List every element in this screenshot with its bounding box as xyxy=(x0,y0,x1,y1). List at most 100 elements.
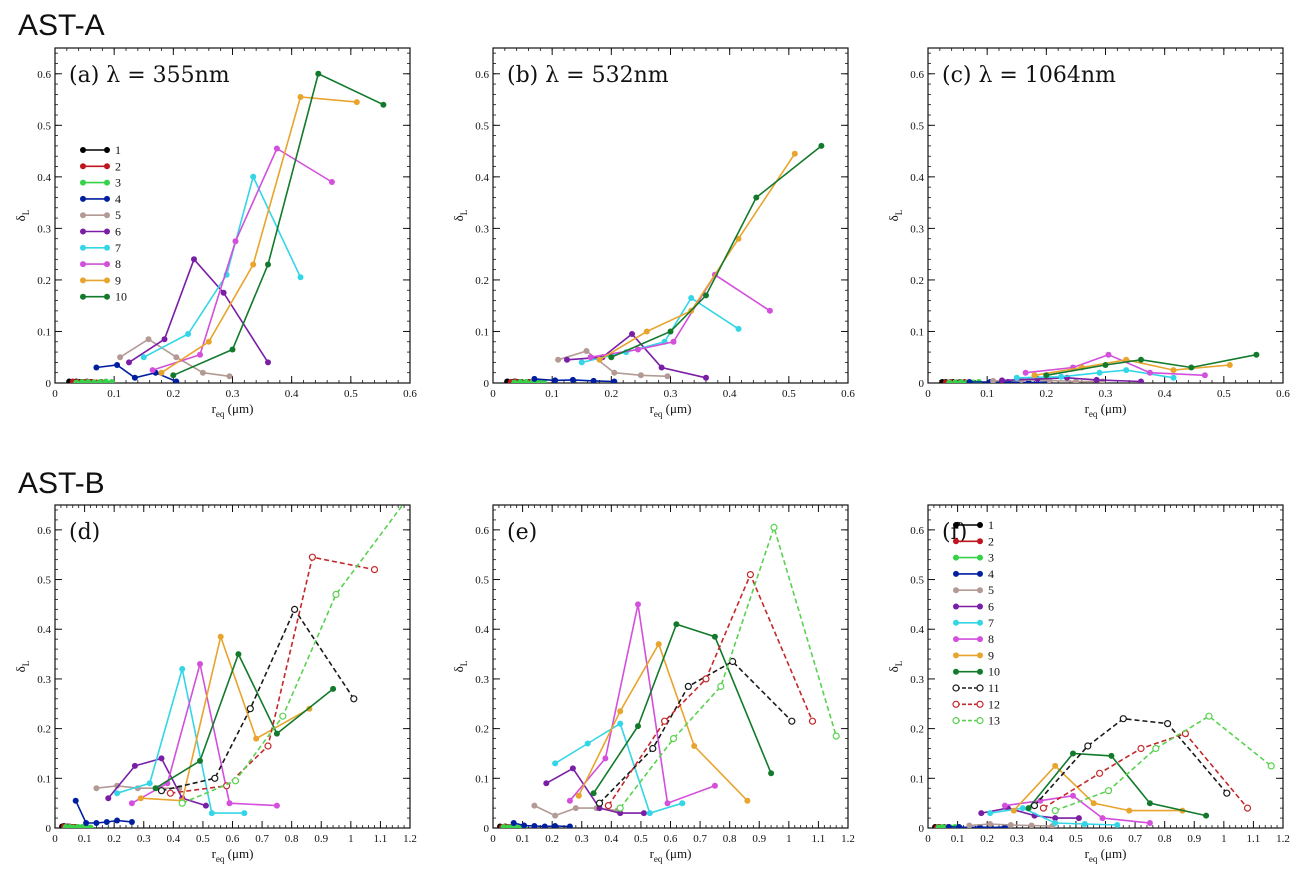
legend-label-3: 3 xyxy=(988,551,994,565)
legend-marker-5 xyxy=(80,212,86,219)
data-point-10 xyxy=(667,328,674,335)
data-point-5 xyxy=(199,369,206,376)
x-tick-label: 0.2 xyxy=(545,833,559,845)
data-point-11 xyxy=(1119,715,1127,723)
data-point-8 xyxy=(664,800,671,807)
data-point-11 xyxy=(788,717,796,725)
group-label-ast-a: AST-A xyxy=(18,9,105,42)
data-point-10 xyxy=(229,346,236,353)
data-point-5 xyxy=(145,336,152,343)
data-point-7 xyxy=(584,740,591,747)
data-point-12 xyxy=(604,801,613,810)
data-point-5 xyxy=(990,377,997,383)
x-tick-label: 0.4 xyxy=(1158,388,1172,400)
data-point-9 xyxy=(1052,762,1059,769)
data-point-13 xyxy=(1152,744,1160,753)
data-point-4 xyxy=(114,817,121,824)
y-tick-label: 0.1 xyxy=(475,773,489,785)
data-point-10 xyxy=(197,757,203,764)
x-tick-label: 0.3 xyxy=(575,833,589,845)
x-axis-label: req (μm) xyxy=(650,401,692,419)
data-point-5 xyxy=(173,354,180,361)
data-point-6 xyxy=(1093,376,1100,383)
chart-6: 0 0.1 0.2 0.3 0.4 0.5 0.6 0.7 0.8 0.9 1 1.1 1.2 0 0.1 0… xyxy=(886,504,1290,864)
data-point-3 xyxy=(108,379,115,383)
y-tick-label: 0.3 xyxy=(37,674,51,686)
data-point-11 xyxy=(1084,742,1092,750)
data-point-5 xyxy=(1072,378,1079,383)
data-point-11 xyxy=(649,744,657,753)
x-tick-label: 0.4 xyxy=(166,833,180,845)
y-tick-label: 0.6 xyxy=(37,525,51,537)
group-label-ast-b: AST-B xyxy=(18,467,105,500)
data-point-7 xyxy=(735,325,742,332)
data-point-9 xyxy=(250,261,257,268)
y-tick-label: 0.2 xyxy=(475,275,489,287)
legend-marker-13 xyxy=(976,716,984,725)
y-tick-label: 0.6 xyxy=(910,69,924,81)
data-point-12 xyxy=(702,675,710,683)
data-point-8 xyxy=(587,354,594,361)
data-point-4 xyxy=(72,797,79,804)
data-point-5 xyxy=(552,812,559,819)
data-point-4 xyxy=(103,819,110,825)
data-point-7 xyxy=(114,790,121,797)
y-tick-label: 0.2 xyxy=(37,724,51,736)
data-point-10 xyxy=(768,770,775,777)
data-point-4 xyxy=(611,378,618,383)
chart-4: 0 0.1 0.2 0.3 0.4 0.5 0.6 0.7 0.8 0.9 1 1.1 1.2 0 0.1 0… xyxy=(13,504,417,864)
legend-marker-8 xyxy=(104,261,110,268)
data-point-10 xyxy=(265,261,271,268)
data-point-3 xyxy=(517,379,524,383)
data-point-7 xyxy=(617,720,624,727)
x-tick-label: 0.2 xyxy=(107,833,121,845)
x-tick-label: 0.6 xyxy=(1099,833,1113,845)
data-point-5 xyxy=(987,821,994,827)
legend-marker-8 xyxy=(80,261,86,268)
x-axis-label: req (μm) xyxy=(650,846,692,864)
y-tick-label: 0.4 xyxy=(37,172,51,184)
series-line-7 xyxy=(581,296,739,364)
data-point-4 xyxy=(566,823,573,828)
data-point-8 xyxy=(149,367,156,374)
data-point-12 xyxy=(1039,804,1048,812)
data-point-10 xyxy=(1146,800,1153,807)
data-point-7 xyxy=(297,274,304,281)
data-point-6 xyxy=(617,810,624,817)
plot-frame xyxy=(927,47,1284,384)
data-point-9 xyxy=(655,641,662,648)
data-point-9 xyxy=(575,792,582,799)
data-point-8 xyxy=(602,755,609,762)
y-tick-label: 0 xyxy=(919,823,925,835)
data-point-8 xyxy=(1037,797,1044,804)
x-axis-label: req (μm) xyxy=(1085,846,1127,864)
legend-marker-10 xyxy=(104,293,110,300)
data-point-5 xyxy=(583,348,590,354)
data-point-9 xyxy=(1126,807,1133,814)
data-point-6 xyxy=(640,810,647,817)
data-point-3 xyxy=(91,379,98,383)
data-point-13 xyxy=(1104,787,1113,795)
data-point-7 xyxy=(1081,821,1088,827)
data-point-7 xyxy=(208,810,215,817)
legend-label-11: 11 xyxy=(988,681,1000,695)
panel-title: (a) λ = 355nm xyxy=(69,63,230,88)
data-point-4 xyxy=(966,379,973,383)
legend-label-1: 1 xyxy=(988,518,994,532)
x-tick-label: 0.8 xyxy=(723,833,737,845)
legend-marker-7 xyxy=(80,244,86,251)
data-point-8 xyxy=(1201,372,1208,379)
legend-marker-6 xyxy=(977,603,983,610)
legend-label-6: 6 xyxy=(115,225,121,239)
x-tick-label: 0.5 xyxy=(1069,833,1083,845)
data-point-8 xyxy=(226,800,233,807)
legend-marker-11 xyxy=(976,684,984,692)
legend-marker-9 xyxy=(953,652,959,659)
data-point-13 xyxy=(1051,806,1059,815)
data-point-11 xyxy=(246,705,254,713)
x-tick-label: 0.6 xyxy=(841,388,855,400)
series-line-10 xyxy=(610,145,822,358)
data-point-5 xyxy=(114,782,121,789)
legend-label-9: 9 xyxy=(988,648,994,662)
x-tick-label: 1.1 xyxy=(812,833,826,845)
